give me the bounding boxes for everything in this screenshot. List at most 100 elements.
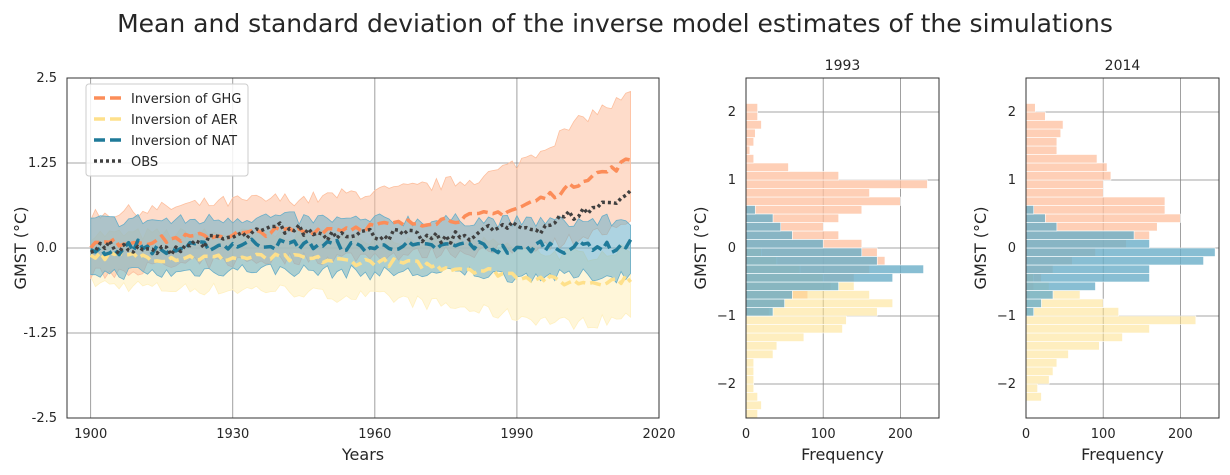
y-tick-label: −1	[997, 309, 1016, 324]
y-tick-label: 2.5	[36, 71, 57, 86]
histogram-1993-tick-labels: 0 100 200 2 1 0 −1 −2	[717, 105, 913, 442]
bar-aer	[1025, 324, 1150, 334]
bar-nat	[1025, 213, 1046, 223]
bar-ghg	[1025, 111, 1046, 121]
x-tick-label: 1990	[500, 427, 533, 442]
x-tick-label: 0	[742, 427, 750, 442]
legend-label-obs: OBS	[131, 155, 158, 170]
line-aer	[89, 250, 633, 287]
bar-nat	[1025, 205, 1035, 215]
histogram-2014-bars	[1025, 103, 1216, 402]
bar-aer	[745, 375, 755, 385]
bar-nat	[745, 205, 756, 215]
histogram-1993-frame	[745, 77, 940, 419]
bar-aer	[1025, 383, 1038, 393]
y-tick-label: 0.0	[36, 241, 57, 256]
bar-ghg	[745, 196, 901, 206]
bar-ghg	[1025, 179, 1104, 189]
x-tick-label: 200	[1168, 427, 1193, 442]
bar-ghg	[1025, 171, 1112, 181]
bar-ghg	[745, 205, 863, 215]
histogram-1993-y-axis-label: GMST (°C)	[691, 207, 710, 290]
main-line-chart: 1900 1930 1960 1990 20202.51.250.0-1.25-2.5 …	[11, 71, 676, 464]
bar-nat	[1025, 222, 1058, 232]
bar-aer	[745, 409, 758, 419]
histogram-2014: 2014 0 100 200 2 1 0 −1 −2 Frequency GMST (°C)	[971, 58, 1220, 464]
legend-label-ghg: Inversion of GHG	[131, 92, 241, 107]
bar-ghg	[1025, 213, 1181, 223]
histogram-1993-x-axis-label: Frequency	[801, 445, 884, 464]
legend-label-aer: Inversion of AER	[131, 113, 238, 128]
line-ghg	[89, 157, 631, 249]
bar-ghg	[1025, 103, 1036, 113]
bar-nat	[745, 222, 782, 232]
bar-aer	[1025, 307, 1119, 317]
bar-nat	[1025, 307, 1035, 317]
x-tick-label: 1960	[358, 427, 391, 442]
bar-ghg	[1025, 128, 1062, 138]
main-plot-frame	[66, 77, 660, 419]
bar-ghg	[1025, 205, 1166, 215]
bar-ghg	[745, 179, 928, 189]
x-tick-label: 1900	[74, 427, 107, 442]
bar-nat	[745, 213, 774, 223]
main-y-axis-label: GMST (°C)	[11, 207, 30, 290]
bar-aer	[1025, 366, 1054, 376]
bar-nat	[1025, 230, 1135, 240]
bar-ghg	[745, 188, 870, 198]
x-tick-label: 200	[888, 427, 913, 442]
bar-ghg	[745, 162, 789, 172]
bar-ghg	[745, 128, 756, 138]
bar-ghg	[745, 171, 839, 181]
y-tick-label: 1.25	[28, 156, 57, 171]
bar-nat	[745, 273, 893, 283]
legend-label-nat: Inversion of NAT	[131, 134, 237, 149]
bar-ghg	[1025, 154, 1098, 164]
bar-nat	[1025, 239, 1150, 249]
y-tick-label: −2	[717, 377, 736, 392]
bar-ghg	[1025, 120, 1064, 130]
bar-ghg	[745, 145, 751, 155]
bar-nat	[745, 290, 793, 300]
line-obs	[90, 189, 632, 257]
bar-nat	[745, 247, 863, 257]
bar-ghg	[1025, 137, 1058, 147]
histogram-1993: 1993 0 100 200 2 1 0 −1 −2 Frequency GMST (°C)	[691, 58, 940, 464]
bar-nat	[1025, 281, 1096, 291]
histogram-2014-frame	[1025, 77, 1220, 419]
bar-nat	[745, 230, 793, 240]
bar-aer	[1025, 332, 1123, 342]
bar-nat	[745, 307, 774, 317]
bar-aer	[745, 332, 805, 342]
bar-aer	[1025, 315, 1197, 325]
bar-nat	[1025, 256, 1204, 266]
bar-ghg	[1025, 145, 1058, 155]
y-tick-label: -1.25	[23, 326, 57, 341]
y-tick-label: 0	[1008, 241, 1016, 256]
bar-aer	[1025, 349, 1069, 359]
bar-ghg	[745, 154, 755, 164]
y-tick-label: −2	[997, 377, 1016, 392]
bar-aer	[745, 383, 755, 393]
figure-title: Mean and standard deviation of the inver…	[117, 9, 1113, 38]
bar-ghg	[745, 137, 755, 147]
bar-aer	[1025, 358, 1058, 368]
bar-aer	[745, 400, 762, 410]
bar-aer	[745, 341, 778, 351]
bar-nat	[745, 256, 878, 266]
x-tick-label: 100	[1091, 427, 1116, 442]
y-tick-label: 2	[728, 105, 736, 120]
bar-nat	[1025, 264, 1150, 274]
bar-aer	[745, 315, 847, 325]
main-series-lines	[89, 157, 633, 287]
line-nat	[89, 237, 633, 257]
y-tick-label: 1	[1008, 173, 1016, 188]
main-legend: Inversion of GHG Inversion of AER Invers…	[85, 83, 249, 177]
bar-aer	[745, 349, 774, 359]
bar-aer	[745, 366, 755, 376]
main-tick-labels: 1900 1930 1960 1990 2020 2.5 1.25 0.0 -1.25 -2.5	[23, 71, 675, 442]
histogram-1993-title: 1993	[825, 58, 861, 74]
y-tick-label: -2.5	[32, 411, 57, 426]
bar-nat	[745, 239, 824, 249]
